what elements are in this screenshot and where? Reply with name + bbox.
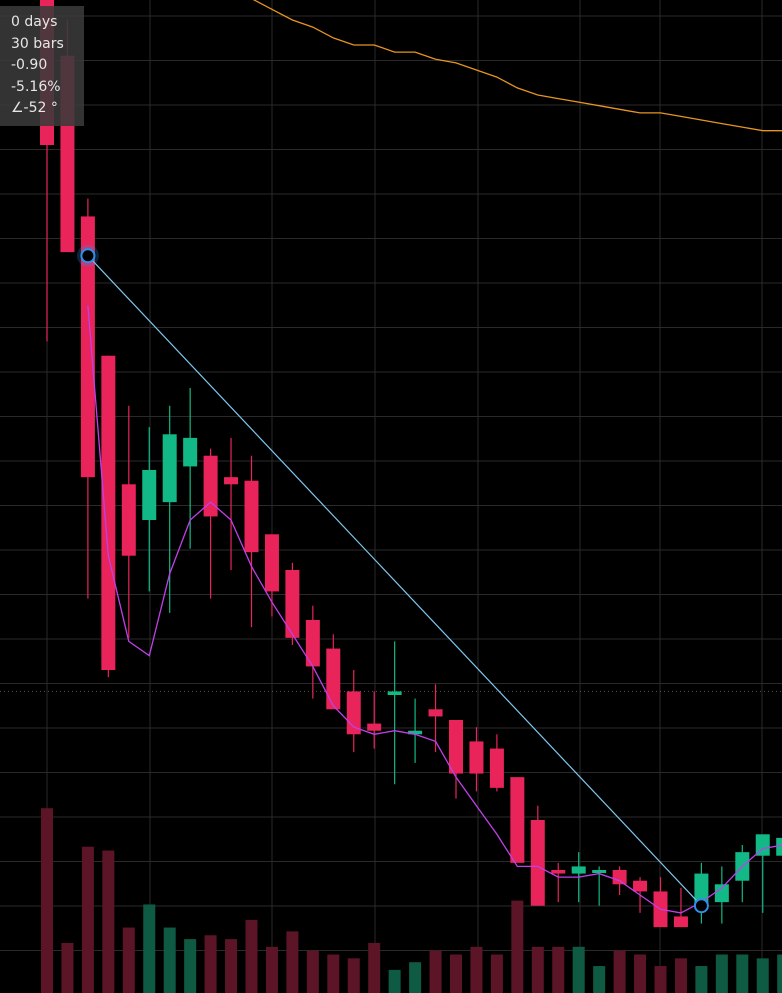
candle-body	[489, 748, 504, 788]
volume-bar	[327, 954, 340, 993]
volume-bar	[715, 954, 728, 993]
volume-bar	[286, 931, 299, 993]
candle-body	[80, 216, 95, 478]
candle-body	[224, 477, 239, 485]
ma-long-line	[252, 0, 782, 132]
candle-body	[408, 730, 423, 735]
candlesticks	[40, 0, 782, 928]
candle-body	[244, 480, 259, 553]
volume-bar	[245, 919, 258, 993]
candle-body	[530, 820, 545, 906]
volume-bar	[388, 969, 401, 993]
volume-bar	[572, 946, 585, 993]
candle-body	[612, 870, 627, 885]
candle-body	[121, 484, 136, 556]
candle-body	[694, 873, 709, 906]
volume-bar	[490, 954, 503, 993]
volume-bar	[143, 904, 156, 993]
ma-short-line	[87, 305, 782, 914]
volume-bar	[695, 966, 708, 993]
trendline-end-handle	[693, 898, 709, 914]
volume-bar	[204, 935, 217, 993]
volume-bar	[163, 927, 176, 993]
candle-body	[633, 880, 648, 892]
candle-body	[551, 870, 566, 874]
volume-bar	[634, 954, 647, 993]
volume-bar	[736, 954, 749, 993]
volume-bar	[450, 954, 462, 993]
volume-bar	[613, 950, 626, 993]
percent-change-label: -5.16%	[11, 78, 61, 95]
candle-body	[755, 834, 770, 856]
volume-bar	[102, 850, 115, 993]
volume-bar	[470, 946, 483, 993]
volume-bar	[225, 939, 238, 993]
drawing-tools[interactable]	[76, 244, 709, 914]
candle-body	[264, 534, 279, 592]
volume-bar	[593, 966, 606, 993]
trendline-start-handle	[80, 248, 96, 264]
candle-body	[101, 355, 116, 670]
candle-body	[469, 741, 484, 774]
volume-bars	[41, 808, 782, 993]
volume-bar	[306, 950, 319, 993]
volume-bar	[511, 900, 524, 993]
volume-bar	[265, 946, 278, 993]
candle-body	[592, 870, 607, 873]
volume-bar	[654, 966, 667, 993]
candle-body	[305, 620, 320, 667]
volume-bar	[552, 946, 565, 993]
candle-body	[142, 470, 157, 520]
volume-bar	[368, 942, 381, 993]
candle-body	[162, 434, 177, 503]
volume-bar	[61, 942, 74, 993]
candle-body	[285, 570, 300, 638]
candle-body	[776, 837, 782, 856]
candle-body	[367, 723, 382, 731]
candle-body	[714, 884, 729, 903]
candle-body	[387, 691, 402, 695]
volume-bar	[756, 958, 769, 993]
trendline	[87, 255, 702, 907]
indicator-lines	[87, 0, 782, 914]
measure-tooltip: 0 days 30 bars -0.90 -5.16% ∠-52 °	[0, 6, 84, 126]
volume-bar	[674, 958, 687, 993]
bars-count-label: 30 bars	[11, 35, 64, 52]
candle-body	[326, 648, 341, 710]
volume-bar	[777, 954, 782, 993]
candle-body	[571, 866, 586, 874]
candle-body	[346, 691, 361, 735]
angle-label: ∠-52 °	[11, 100, 58, 116]
candle-body	[203, 455, 218, 517]
candle-body	[428, 709, 443, 717]
duration-label: 0 days	[11, 14, 58, 30]
price-change-label: -0.90	[11, 57, 48, 73]
volume-bar	[41, 808, 53, 993]
volume-bar	[409, 962, 422, 993]
volume-bar	[122, 927, 135, 993]
candle-body	[673, 916, 688, 928]
volume-bar	[81, 846, 94, 993]
candle-body	[510, 777, 525, 863]
candle-body	[183, 437, 198, 467]
volume-bar	[429, 950, 442, 993]
candle-body	[449, 720, 463, 774]
volume-bar	[347, 958, 360, 993]
volume-bar	[531, 946, 544, 993]
volume-bar	[184, 939, 197, 993]
